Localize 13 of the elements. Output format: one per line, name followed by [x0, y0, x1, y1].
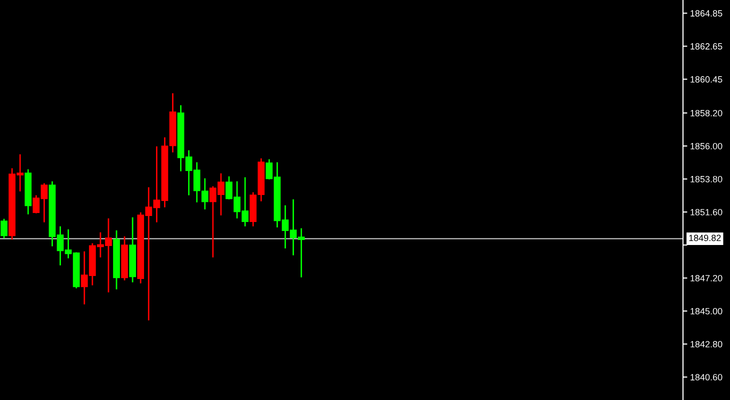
y-tick-label: 1853.80	[690, 176, 722, 182]
y-tick-label: 1842.80	[690, 341, 722, 348]
candlestick	[0, 218, 8, 238]
y-tick-label: 1864.85	[690, 10, 722, 17]
y-tick-label: 1858.20	[690, 110, 722, 116]
y-tick-label: 1840.60	[690, 374, 722, 380]
y-tick-label: 1845.00	[690, 308, 722, 314]
y-tick-label: 1851.60	[690, 208, 722, 216]
y-tick-label: 1860.45	[690, 76, 722, 83]
ref-line-label: 1849.82	[689, 234, 721, 242]
y-tick-label: 1856.00	[690, 142, 722, 150]
y-tick-label: 1847.20	[690, 274, 722, 282]
y-tick-label: 1862.65	[690, 43, 722, 50]
